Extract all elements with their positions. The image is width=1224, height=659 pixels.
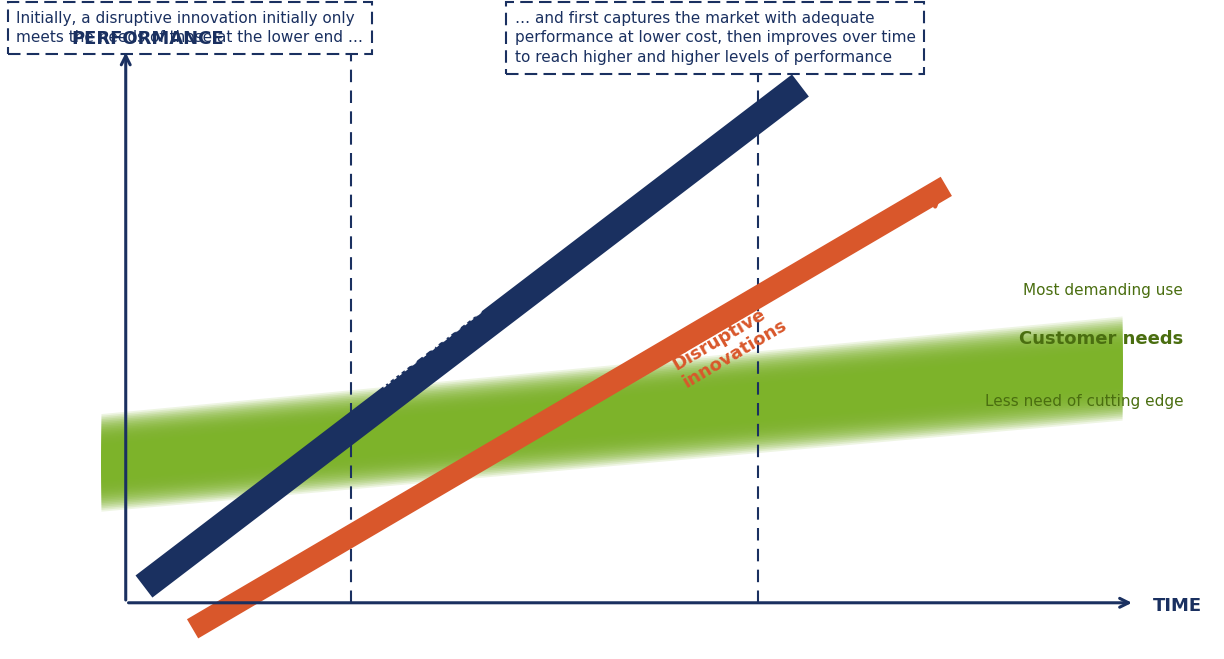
Polygon shape bbox=[102, 338, 1122, 492]
Polygon shape bbox=[102, 340, 1122, 490]
Polygon shape bbox=[102, 356, 1122, 474]
Text: … and first captures the market with adequate
performance at lower cost, then im: … and first captures the market with ade… bbox=[515, 11, 916, 65]
Polygon shape bbox=[102, 354, 1122, 476]
Polygon shape bbox=[102, 365, 1122, 467]
Polygon shape bbox=[102, 341, 1122, 488]
Text: PERFORMANCE: PERFORMANCE bbox=[71, 30, 224, 48]
Polygon shape bbox=[102, 320, 1122, 508]
Polygon shape bbox=[102, 334, 1122, 495]
Polygon shape bbox=[102, 333, 1122, 496]
Polygon shape bbox=[102, 316, 1122, 511]
Polygon shape bbox=[102, 351, 1122, 480]
Polygon shape bbox=[102, 331, 1122, 498]
Polygon shape bbox=[102, 368, 1122, 463]
Polygon shape bbox=[102, 353, 1122, 478]
Text: Disruptive
innovations: Disruptive innovations bbox=[670, 299, 791, 391]
Polygon shape bbox=[102, 322, 1122, 507]
Polygon shape bbox=[102, 360, 1122, 471]
Text: Most demanding use: Most demanding use bbox=[1023, 283, 1184, 298]
Text: TIME: TIME bbox=[1153, 597, 1202, 615]
Polygon shape bbox=[102, 329, 1122, 500]
Polygon shape bbox=[102, 318, 1122, 510]
Polygon shape bbox=[102, 349, 1122, 481]
Text: Less need of cutting edge: Less need of cutting edge bbox=[985, 393, 1184, 409]
Polygon shape bbox=[102, 358, 1122, 473]
Polygon shape bbox=[102, 328, 1122, 501]
Polygon shape bbox=[102, 367, 1122, 465]
Polygon shape bbox=[102, 363, 1122, 468]
Polygon shape bbox=[102, 326, 1122, 503]
Polygon shape bbox=[102, 361, 1122, 470]
Polygon shape bbox=[102, 343, 1122, 486]
Polygon shape bbox=[102, 345, 1122, 485]
Text: Initially, a disruptive innovation initially only
meets the needs of those at th: Initially, a disruptive innovation initi… bbox=[16, 11, 364, 45]
Polygon shape bbox=[102, 324, 1122, 505]
Text: Customer needs: Customer needs bbox=[1020, 330, 1184, 348]
Polygon shape bbox=[102, 336, 1122, 493]
Polygon shape bbox=[102, 347, 1122, 483]
Text: Sustaining
innovations: Sustaining innovations bbox=[360, 281, 487, 391]
